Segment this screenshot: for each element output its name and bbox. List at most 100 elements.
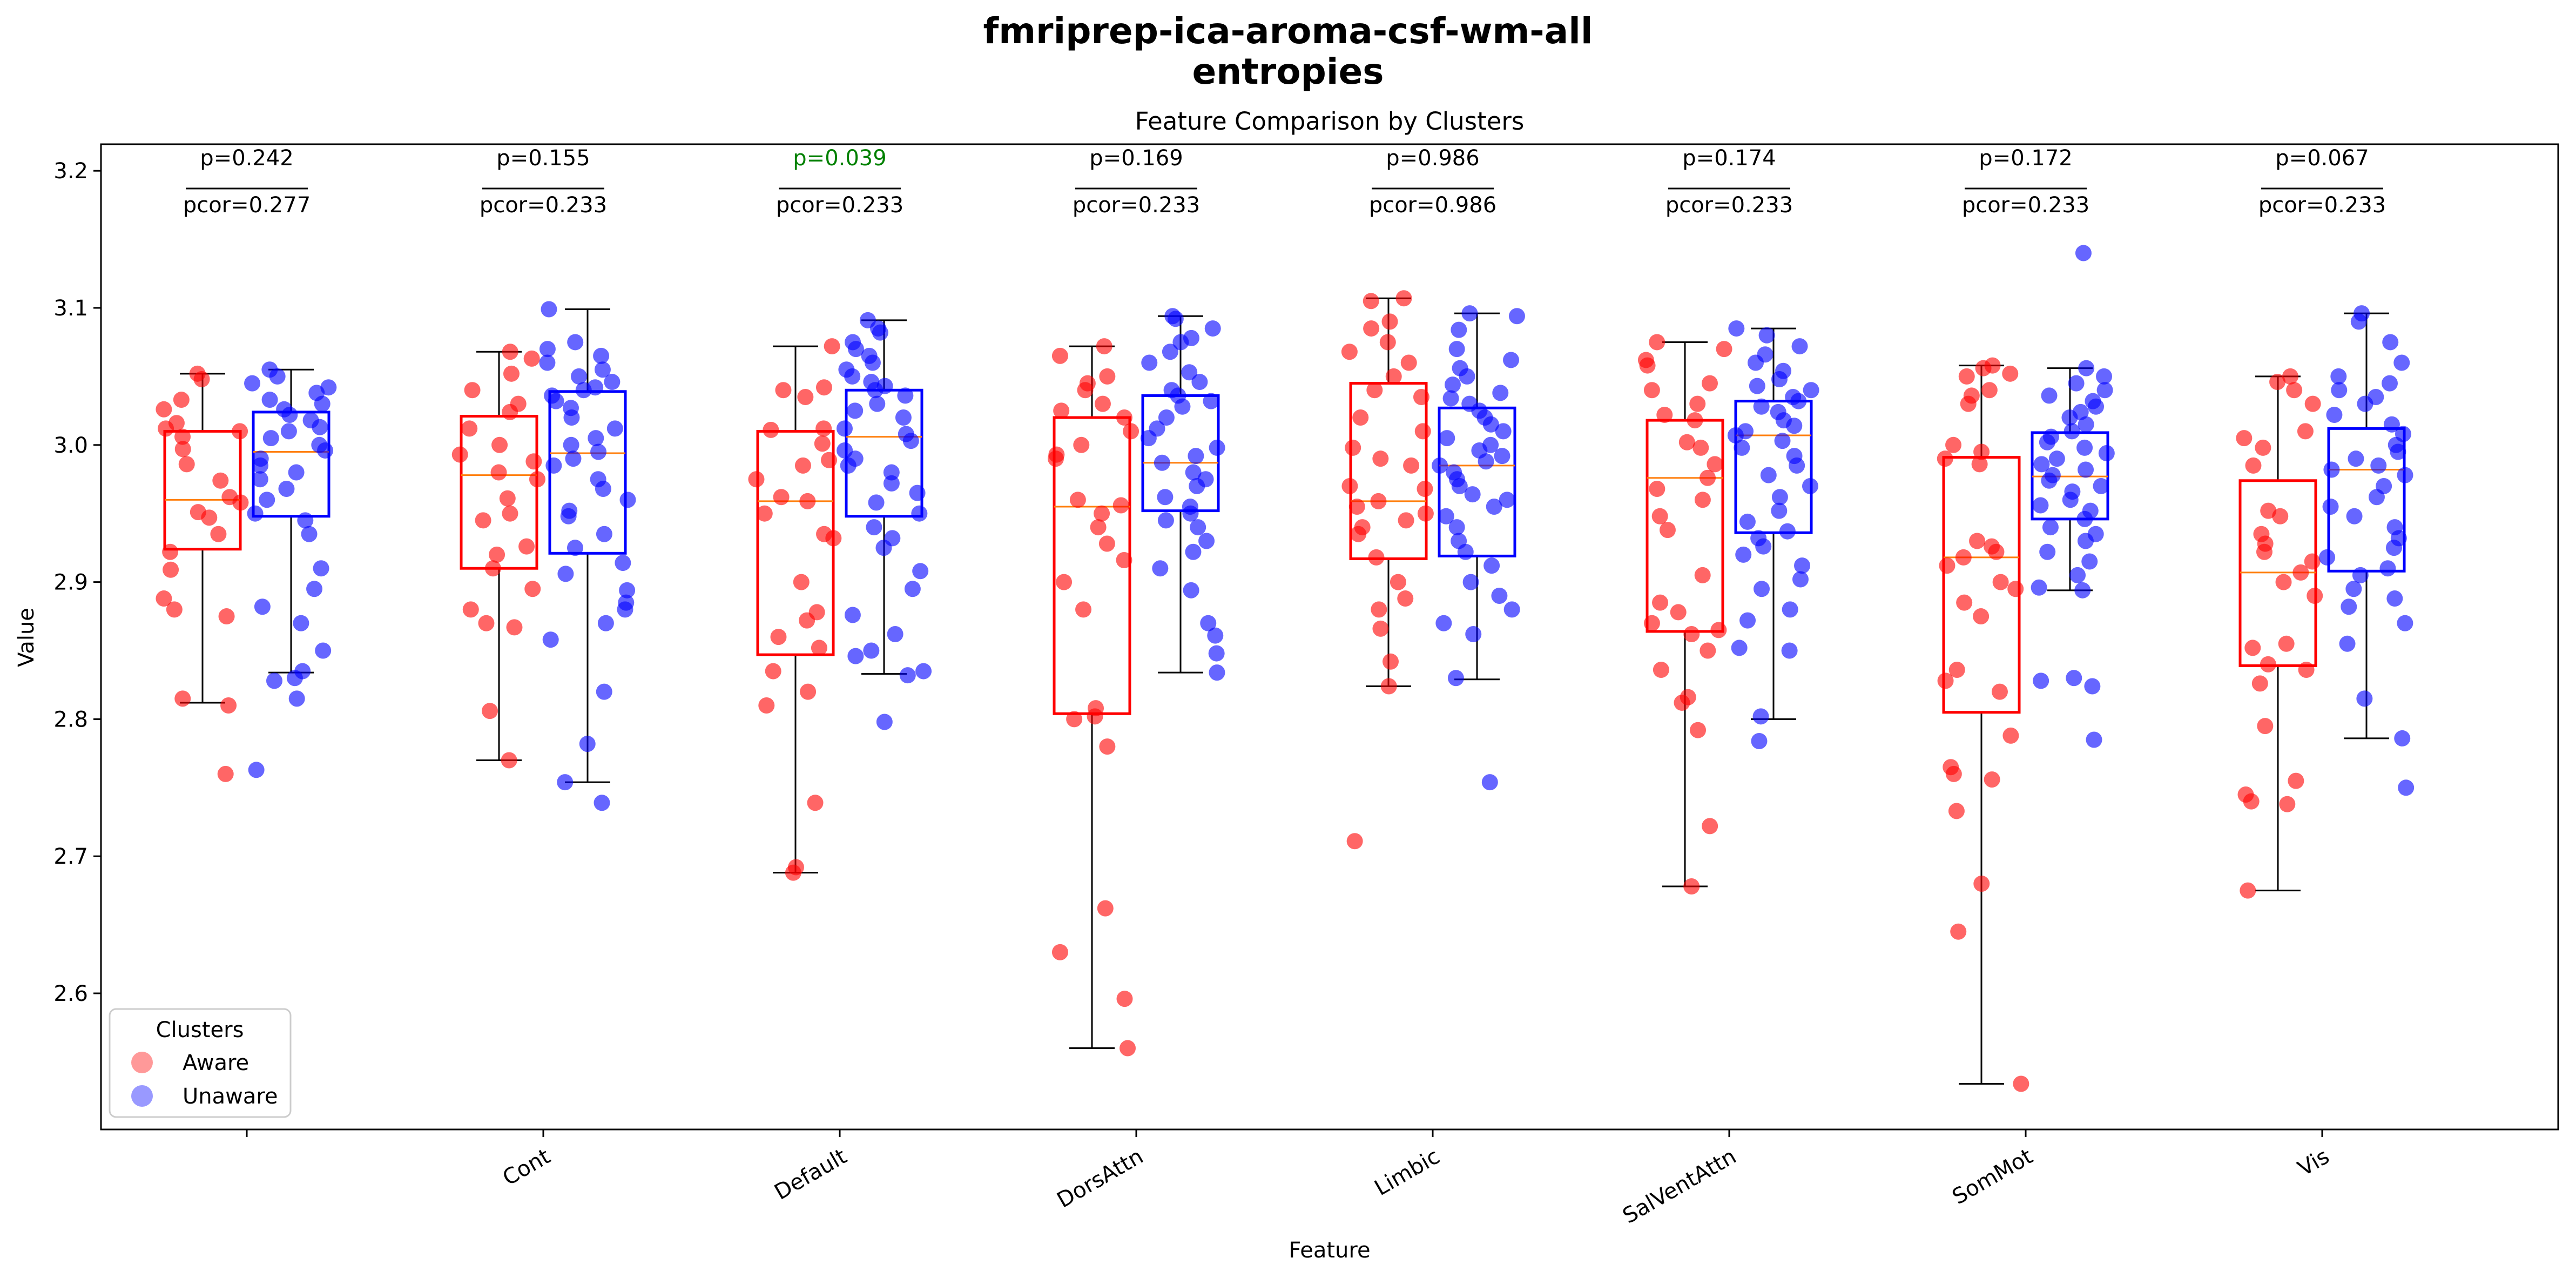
data-point [502, 505, 518, 522]
data-point [484, 560, 501, 577]
data-point [1651, 508, 1668, 524]
significance-annotations: p=0.242 pcor=0.277 p=0.155 pcor=0.233 p=0.03… [183, 146, 2386, 218]
data-point [173, 392, 190, 408]
data-point [1397, 590, 1414, 607]
data-point [2096, 368, 2113, 385]
data-point [254, 598, 271, 615]
data-point [604, 374, 621, 391]
data-point [821, 452, 838, 468]
data-point [1984, 771, 2000, 788]
data-point [1208, 645, 1225, 662]
pcor-value-label: pcor=0.233 [2258, 193, 2386, 218]
data-point [262, 430, 279, 447]
data-point [1495, 423, 1512, 440]
data-point [156, 590, 172, 607]
data-point [1174, 398, 1191, 415]
data-point [2088, 398, 2105, 415]
data-point [619, 492, 636, 508]
data-point [909, 485, 926, 501]
data-point [315, 642, 332, 659]
data-point [1937, 672, 1954, 689]
pcor-value-label: pcor=0.233 [1962, 193, 2089, 218]
boxplot-aware [1341, 290, 1434, 850]
data-point [1735, 546, 1752, 563]
data-point [1141, 354, 1158, 371]
data-point [1383, 653, 1399, 670]
data-point [261, 392, 278, 408]
data-point [1483, 557, 1500, 574]
data-point [571, 368, 588, 385]
chart-title: Feature Comparison by Clusters [1135, 107, 1525, 136]
data-point [2031, 579, 2047, 596]
data-point [1653, 662, 1669, 678]
y-tick-label: 2.6 [53, 981, 88, 1006]
data-point [1381, 313, 1398, 330]
data-point [212, 472, 229, 489]
data-point [785, 864, 801, 881]
data-point [1185, 543, 1202, 560]
data-point [775, 382, 792, 399]
p-value-label: p=0.067 [2275, 146, 2369, 171]
box-iqr [1734, 400, 1813, 534]
data-point [1457, 543, 1474, 560]
data-point [482, 703, 498, 719]
data-point [2269, 374, 2286, 391]
data-point [478, 615, 495, 631]
data-point [2352, 567, 2369, 583]
data-point [2272, 508, 2289, 524]
data-point [606, 420, 623, 437]
data-point [1096, 338, 1112, 355]
data-point [1491, 587, 1508, 604]
data-point [1727, 427, 1744, 444]
data-point [2078, 461, 2094, 478]
p-value-label: p=0.174 [1682, 146, 1776, 171]
data-point [2243, 793, 2260, 810]
data-point [1053, 402, 1070, 419]
data-point [1710, 622, 1727, 638]
data-point [464, 382, 481, 399]
data-point [2304, 395, 2321, 412]
data-point [247, 505, 264, 522]
p-value-label: p=0.986 [1386, 146, 1479, 171]
data-point [1403, 457, 1420, 474]
data-point [2339, 635, 2356, 652]
data-point [875, 540, 892, 556]
box-iqr [1349, 382, 1428, 560]
data-point [503, 365, 520, 382]
data-point [2398, 779, 2415, 796]
data-point [210, 526, 227, 542]
data-point [1056, 574, 1073, 590]
data-point [288, 690, 305, 707]
data-point [2292, 564, 2309, 581]
data-point [814, 435, 831, 452]
data-point [1451, 477, 1468, 494]
data-point [2098, 445, 2115, 462]
data-point [1094, 395, 1111, 412]
data-point [2066, 670, 2082, 687]
data-point [2062, 492, 2079, 508]
data-point [1937, 450, 1953, 467]
data-point [1352, 409, 1369, 426]
data-point [1414, 423, 1431, 440]
data-point [1157, 512, 1174, 529]
data-point [252, 457, 268, 474]
data-point [1372, 450, 1389, 467]
data-point [1120, 1040, 1136, 1057]
data-point [2078, 360, 2095, 376]
data-point [799, 493, 816, 509]
data-point [2064, 423, 2080, 440]
boxplot-unaware [2031, 245, 2115, 748]
data-point [1782, 601, 1798, 618]
boxplot-unaware [836, 312, 932, 730]
data-point [1444, 376, 1461, 393]
data-point [1687, 412, 1703, 429]
data-point [314, 395, 331, 412]
data-point [2033, 456, 2050, 473]
data-point [1182, 505, 1199, 522]
data-point [1956, 594, 1973, 611]
data-point [2331, 382, 2348, 399]
data-point [1099, 738, 1116, 755]
legend-frame [109, 1008, 292, 1118]
pcor-value-label: pcor=0.277 [183, 193, 311, 218]
